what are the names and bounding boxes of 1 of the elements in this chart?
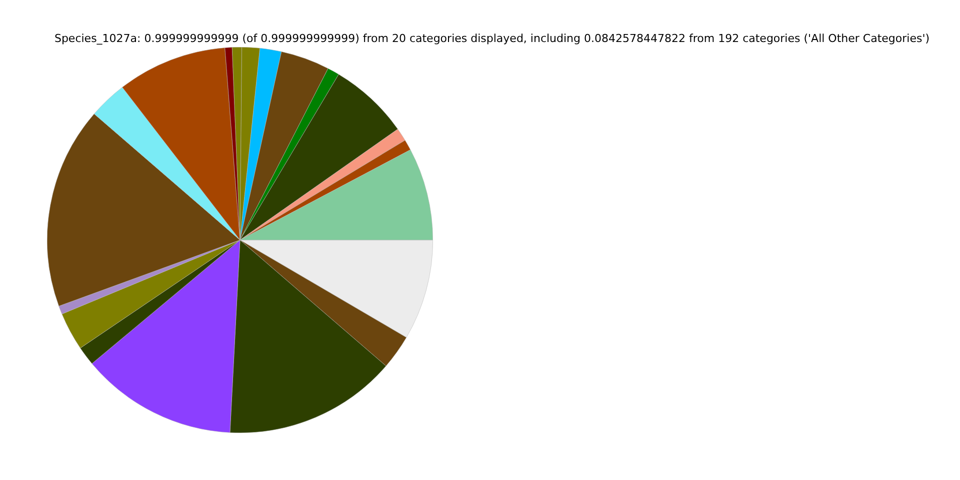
text: Species_1027a: 0.999999999999 (of 0.999999999999) from 20 categories displayed, including 0.0842578447822 from 192 categories ('All Other Categories'): [53, 32, 931, 45]
